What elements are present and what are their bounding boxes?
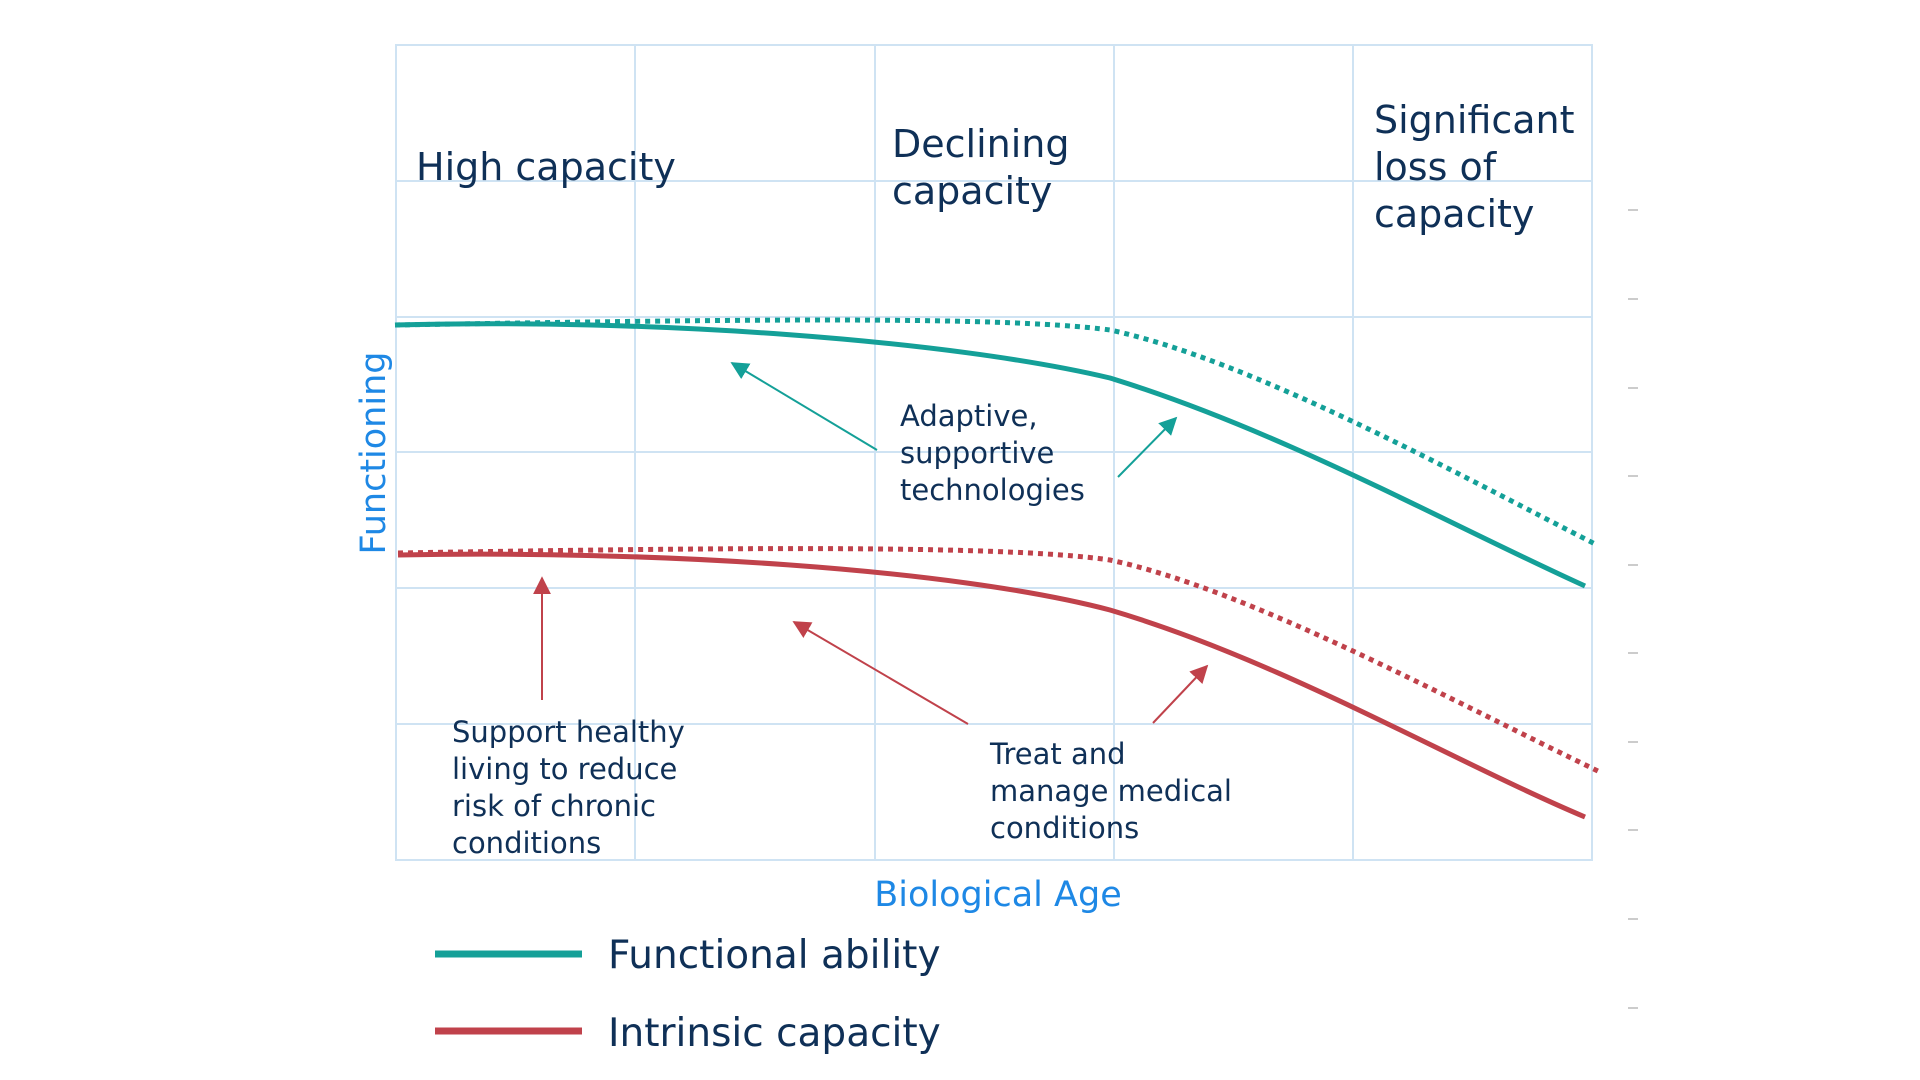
right-ticks [1628,209,1638,1009]
phase-label-high-capacity: High capacity [416,145,676,189]
functional-ability-dotted-curve [394,317,1599,548]
intrinsic-capacity-dotted-curve [397,546,1602,775]
medical-arrow-left [792,621,969,725]
functional-ability-curve [394,321,1587,589]
legend: Functional ability Intrinsic capacity [435,933,941,1056]
medical-note: Treat and manage medical conditions [989,737,1241,845]
technologies-arrow-left [730,362,878,451]
y-axis-label: Functioning [354,352,394,555]
legend-label-functional-ability: Functional ability [608,933,941,978]
legend-label-intrinsic-capacity: Intrinsic capacity [608,1011,941,1056]
x-axis-label: Biological Age [874,875,1121,915]
phase-label-declining-capacity: Declining capacity [892,122,1082,213]
intrinsic-capacity-curve [397,551,1586,820]
medical-arrow-right [1152,664,1209,724]
technologies-note: Adaptive, supportive technologies [900,399,1085,507]
healthy-living-note: Support healthy living to reduce risk of… [452,715,694,860]
technologies-arrow-right [1117,416,1178,478]
phase-label-significant-loss: Significant loss of capacity [1374,98,1587,236]
